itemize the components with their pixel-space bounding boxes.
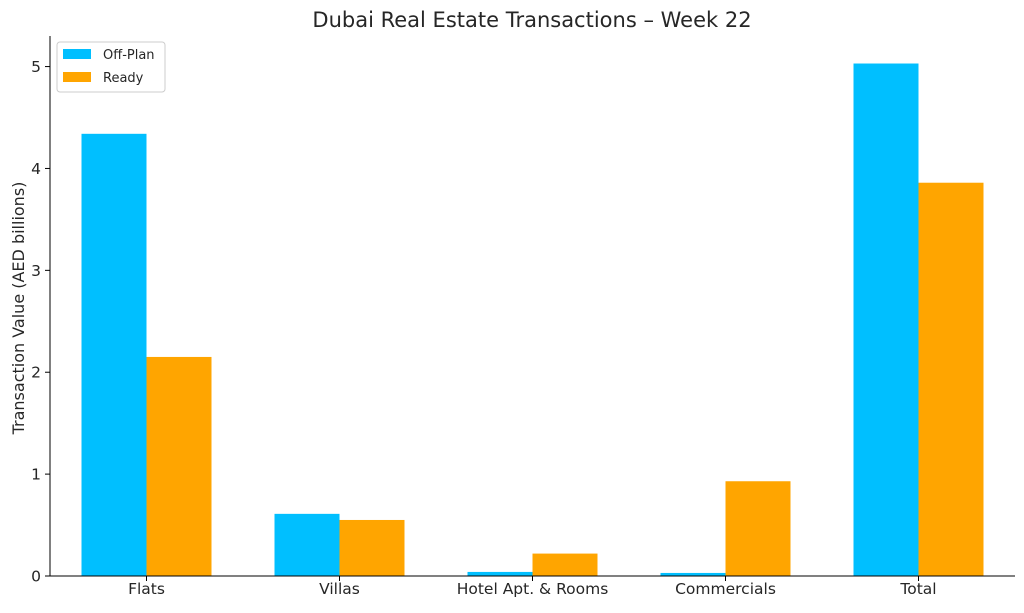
y-axis-label: Transaction Value (AED billions) (9, 182, 28, 436)
y-tick-label: 2 (31, 364, 41, 382)
bar-villas-ready (339, 519, 405, 576)
bar-flats-ready (146, 356, 212, 576)
y-tick-label: 4 (31, 160, 41, 178)
x-tick-label: Villas (319, 580, 360, 598)
legend-label-off-plan: Off-Plan (103, 48, 155, 63)
x-tick-label: Hotel Apt. & Rooms (457, 580, 609, 598)
legend: Off-Plan Ready (56, 41, 166, 93)
legend-swatch-ready (63, 72, 91, 82)
bar-total-off-plan (853, 63, 919, 576)
bar-flats-off-plan (81, 133, 147, 576)
x-tick-label: Total (899, 580, 936, 598)
chart-title: Dubai Real Estate Transactions – Week 22 (312, 8, 751, 32)
bars-layer (81, 63, 984, 576)
y-tick-label: 0 (31, 568, 41, 586)
bar-hotel-apt-rooms-off-plan (467, 571, 533, 576)
bar-total-ready (918, 182, 984, 576)
y-tick-label: 1 (31, 466, 41, 484)
x-tick-label: Commercials (675, 580, 776, 598)
bar-commercials-ready (725, 481, 791, 576)
y-tick-label: 3 (31, 262, 41, 280)
y-tick-label: 5 (31, 58, 41, 76)
legend-label-ready: Ready (103, 71, 144, 86)
bar-villas-off-plan (274, 513, 340, 576)
x-tick-label: Flats (128, 580, 165, 598)
bar-hotel-apt-rooms-ready (532, 553, 598, 576)
bar-commercials-off-plan (660, 572, 726, 576)
ticks-layer: Flats Villas Hotel Apt. & Rooms Commercials… (31, 58, 936, 598)
legend-swatch-off-plan (63, 49, 91, 59)
